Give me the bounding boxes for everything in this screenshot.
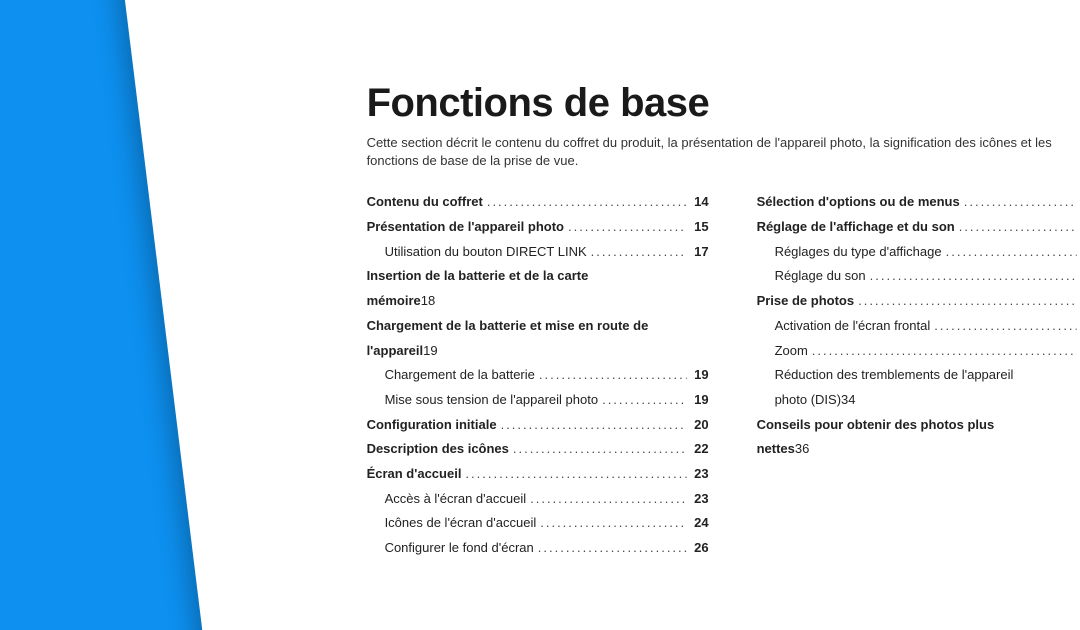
toc-entry-line2: l'appareil: [367, 338, 424, 363]
toc-entry: Réduction des tremblements de l'appareil…: [757, 363, 1080, 412]
page-title: Fonctions de base: [367, 81, 1080, 126]
toc-entry: Icônes de l'écran d'accueil 24: [367, 511, 709, 536]
toc-page-number: 14: [687, 190, 709, 215]
toc-entry-line1: Conseils pour obtenir des photos plus: [757, 412, 1080, 437]
toc-columns: Contenu du coffret14Présentation de l'ap…: [367, 190, 1080, 560]
toc-page-number: 24: [687, 511, 709, 536]
toc-entry-line1: Insertion de la batterie et de la carte: [367, 264, 709, 289]
toc-entry-label: Activation de l'écran frontal: [775, 314, 931, 339]
leader-dots: [536, 511, 686, 536]
toc-entry-label: Configuration initiale: [367, 412, 497, 437]
leader-dots: [564, 215, 687, 240]
toc-page-number: 17: [687, 240, 709, 265]
leader-dots: [598, 388, 686, 413]
toc-page-number: 19: [423, 338, 437, 363]
toc-entry-line2: nettes: [757, 437, 795, 462]
toc-entry: Prise de photos 31: [757, 289, 1080, 314]
toc-page-number: 20: [687, 412, 709, 437]
toc-entry: Configuration initiale 20: [367, 412, 709, 437]
leader-dots: [483, 190, 687, 215]
toc-entry: Sélection d'options ou de menus 27: [757, 190, 1080, 215]
toc-page-number: 32: [1077, 314, 1080, 339]
toc-page-number: 23: [687, 462, 709, 487]
toc-entry: Chargement de la batterie 19: [367, 363, 709, 388]
intro-text: Cette section décrit le contenu du coffr…: [367, 134, 1080, 170]
toc-entry: Présentation de l'appareil photo 15: [367, 215, 709, 240]
toc-page-number: 18: [421, 289, 435, 314]
toc-entry: Accès à l'écran d'accueil 23: [367, 486, 709, 511]
toc-entry-line2: mémoire: [367, 289, 421, 314]
toc-entry: Description des icônes 22: [367, 437, 709, 462]
toc-entry: Réglages du type d'affichage 29: [757, 240, 1080, 265]
toc-entry-label: Sélection d'options ou de menus: [757, 190, 960, 215]
leader-dots: [497, 412, 687, 437]
leader-dots: [955, 215, 1077, 240]
toc-page-number: 22: [687, 437, 709, 462]
toc-page-number: 34: [841, 388, 855, 413]
toc-page-number: 15: [687, 215, 709, 240]
leader-dots: [587, 240, 687, 265]
toc-entry-label: Contenu du coffret: [367, 190, 483, 215]
toc-entry: Activation de l'écran frontal 32: [757, 314, 1080, 339]
toc-entry-line1: Réduction des tremblements de l'appareil: [775, 363, 1080, 388]
toc-entry: Contenu du coffret 14: [367, 190, 709, 215]
toc-entry: Écran d'accueil 23: [367, 462, 709, 487]
toc-page-number: 36: [795, 437, 809, 462]
leader-dots: [526, 486, 686, 511]
toc-entry: Conseils pour obtenir des photos plusnet…: [757, 412, 1080, 461]
toc-entry-label: Utilisation du bouton DIRECT LINK: [385, 240, 587, 265]
toc-page-number: 32: [1077, 338, 1080, 363]
page-content: Fonctions de base Cette section décrit l…: [367, 81, 1080, 561]
toc-entry-label: Prise de photos: [757, 289, 855, 314]
toc-entry: Réglage de l'affichage et du son 29: [757, 215, 1080, 240]
toc-entry-label: Réglages du type d'affichage: [775, 240, 942, 265]
toc-page-number: 29: [1077, 240, 1080, 265]
leader-dots: [535, 363, 687, 388]
toc-entry-label: Zoom: [775, 338, 808, 363]
toc-entry-line2: photo (DIS): [775, 388, 841, 413]
toc-column-left: Contenu du coffret14Présentation de l'ap…: [367, 190, 709, 560]
toc-entry: Utilisation du bouton DIRECT LINK 17: [367, 240, 709, 265]
leader-dots: [509, 437, 687, 462]
toc-entry-label: Réglage du son: [775, 264, 866, 289]
toc-entry: Réglage du son 30: [757, 264, 1080, 289]
toc-page-number: 27: [1077, 190, 1080, 215]
leader-dots: [942, 240, 1077, 265]
toc-entry-label: Accès à l'écran d'accueil: [385, 486, 527, 511]
toc-page-number: 26: [687, 536, 709, 561]
toc-entry-label: Chargement de la batterie: [385, 363, 535, 388]
toc-page-number: 19: [687, 388, 709, 413]
toc-entry: Configurer le fond d'écran 26: [367, 536, 709, 561]
leader-dots: [930, 314, 1076, 339]
toc-entry-label: Configurer le fond d'écran: [385, 536, 534, 561]
toc-entry: Insertion de la batterie et de la cartem…: [367, 264, 709, 313]
toc-page-number: 23: [687, 486, 709, 511]
leader-dots: [461, 462, 686, 487]
toc-page-number: 29: [1077, 215, 1080, 240]
toc-page-number: 31: [1077, 289, 1080, 314]
leader-dots: [866, 264, 1077, 289]
toc-entry-label: Mise sous tension de l'appareil photo: [385, 388, 599, 413]
document-page: Fonctions de base Cette section décrit l…: [120, 0, 1080, 630]
toc-entry: Zoom 32: [757, 338, 1080, 363]
leader-dots: [960, 190, 1077, 215]
leader-dots: [854, 289, 1076, 314]
toc-entry-label: Icônes de l'écran d'accueil: [385, 511, 537, 536]
toc-page-number: 30: [1077, 264, 1080, 289]
toc-entry: Mise sous tension de l'appareil photo 19: [367, 388, 709, 413]
toc-column-right: Sélection d'options ou de menus27Réglage…: [757, 190, 1080, 560]
leader-dots: [808, 338, 1077, 363]
toc-entry-label: Écran d'accueil: [367, 462, 462, 487]
toc-entry-label: Description des icônes: [367, 437, 509, 462]
toc-page-number: 19: [687, 363, 709, 388]
toc-entry-line1: Chargement de la batterie et mise en rou…: [367, 314, 709, 339]
leader-dots: [534, 536, 687, 561]
toc-entry-label: Réglage de l'affichage et du son: [757, 215, 955, 240]
toc-entry-label: Présentation de l'appareil photo: [367, 215, 564, 240]
toc-entry: Chargement de la batterie et mise en rou…: [367, 314, 709, 363]
